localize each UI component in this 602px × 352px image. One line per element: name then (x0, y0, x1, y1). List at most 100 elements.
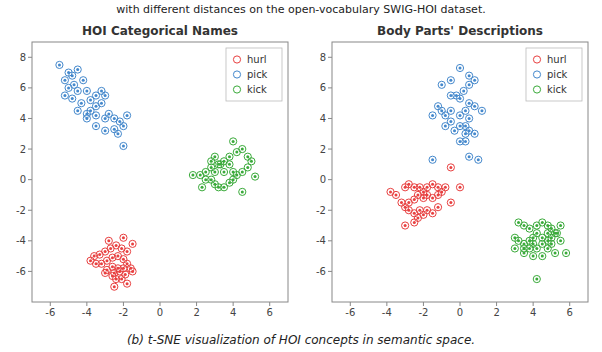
tick-label: -6 (16, 266, 26, 277)
point (116, 118, 123, 125)
plot-frame (32, 42, 288, 302)
point-ring (217, 161, 224, 168)
point (80, 77, 87, 84)
point (69, 95, 76, 102)
point-ring (118, 245, 125, 252)
tick-mark (328, 149, 332, 150)
point (198, 184, 205, 191)
point-ring (438, 81, 445, 88)
point-dot (555, 232, 558, 235)
point (92, 123, 99, 130)
point (74, 87, 81, 94)
tick-label: 4 (530, 307, 536, 318)
point-dot (532, 242, 535, 245)
tick-label: 6 (320, 82, 326, 93)
point-dot (565, 252, 568, 255)
point-dot (82, 79, 85, 82)
point-dot (111, 256, 114, 259)
point (244, 153, 251, 160)
point-dot (115, 244, 118, 247)
point-ring (189, 171, 196, 178)
point-dot (76, 68, 79, 71)
point-dot (213, 155, 216, 158)
point-dot (449, 120, 452, 123)
point (416, 207, 423, 214)
point (109, 272, 116, 279)
point-dot (431, 197, 434, 200)
point (456, 112, 463, 119)
point-ring (429, 210, 436, 217)
point-dot (191, 174, 194, 177)
tick-label: -4 (82, 307, 92, 318)
tick-mark (28, 118, 32, 119)
point-dot (107, 112, 110, 115)
point-dot (246, 166, 249, 169)
point-ring (211, 181, 218, 188)
point-dot (437, 186, 440, 189)
tick-label: 8 (20, 52, 26, 63)
point-ring (462, 130, 469, 137)
point (533, 230, 540, 237)
point-ring (398, 199, 405, 206)
point (233, 149, 240, 156)
point-dot (113, 128, 116, 131)
legend-marker (233, 71, 240, 78)
point-ring (113, 242, 120, 249)
point (544, 245, 551, 252)
point (456, 123, 463, 130)
point-ring (78, 100, 85, 107)
tick-label: -6 (45, 307, 55, 318)
point-ring (230, 138, 237, 145)
point (239, 145, 246, 152)
point (466, 100, 473, 107)
tick-mark (28, 149, 32, 150)
point (466, 81, 473, 88)
point (402, 222, 409, 229)
point-dot (535, 232, 538, 235)
point (226, 153, 233, 160)
point-dot (71, 74, 74, 77)
tick-mark (233, 302, 234, 306)
point-dot (407, 201, 410, 204)
tick-label: 0 (20, 174, 26, 185)
point (539, 219, 546, 226)
point-dot (210, 160, 213, 163)
tick-label: -4 (382, 307, 392, 318)
point (120, 256, 127, 263)
point (429, 210, 436, 217)
legend: hurlpickkick (226, 48, 282, 101)
point-dot (219, 163, 222, 166)
point (526, 225, 533, 232)
tick-label: 6 (20, 82, 26, 93)
point-dot (468, 83, 471, 86)
point-dot (246, 155, 249, 158)
point (438, 81, 445, 88)
point (411, 210, 418, 217)
point-ring (103, 257, 110, 264)
point-dot (67, 86, 70, 89)
tick-label: 2 (493, 307, 499, 318)
point (251, 173, 258, 180)
legend-marker (533, 56, 540, 63)
point (111, 115, 118, 122)
point-dot (113, 285, 116, 288)
point-ring (80, 77, 87, 84)
point-ring (123, 260, 130, 267)
tick-mark (533, 302, 534, 306)
point-ring (122, 271, 129, 278)
tick-mark (160, 302, 161, 306)
point (442, 112, 449, 119)
point-ring (462, 138, 469, 145)
point (111, 283, 118, 290)
point (211, 168, 218, 175)
point-ring (102, 269, 109, 276)
point-dot (85, 117, 88, 120)
point-ring (414, 191, 421, 198)
point-dot (413, 186, 416, 189)
point (447, 77, 454, 84)
point (411, 219, 418, 226)
tick-label: -2 (316, 205, 326, 216)
tick-mark (28, 210, 32, 211)
point-ring (208, 158, 215, 165)
point-dot (480, 109, 483, 112)
